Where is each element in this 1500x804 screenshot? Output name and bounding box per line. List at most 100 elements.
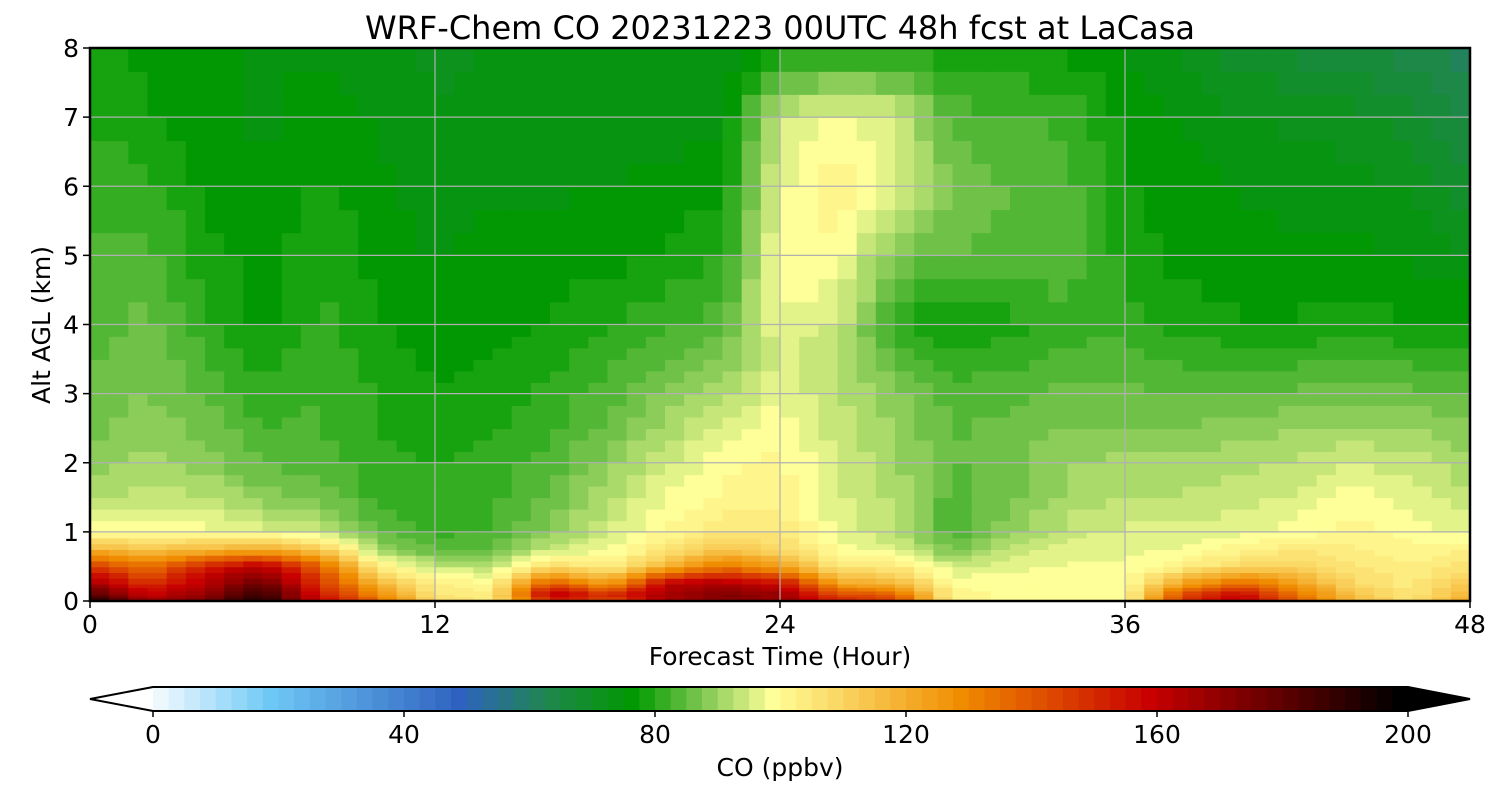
contour-cell (415, 301, 436, 326)
contour-cell (1163, 596, 1184, 600)
contour-cell (320, 71, 340, 95)
contour-cell (780, 163, 800, 188)
contour-cell (415, 474, 436, 487)
contour-cell (703, 583, 724, 588)
contour-cell (1335, 278, 1356, 303)
contour-cell (1010, 428, 1030, 441)
contour-cell (205, 596, 225, 600)
contour-cell (933, 554, 954, 562)
contour-cell (185, 71, 206, 95)
contour-cell (185, 462, 206, 476)
contour-cell (626, 255, 647, 280)
contour-cell (147, 583, 168, 588)
contour-cell (684, 416, 705, 429)
contour-cell (1182, 451, 1203, 464)
contour-cell (780, 71, 800, 95)
contour-cell (128, 382, 149, 395)
contour-cell (1297, 560, 1318, 568)
contour-cell (473, 451, 494, 464)
contour-cell (243, 359, 264, 372)
contour-cell (722, 572, 743, 579)
contour-cell (435, 370, 455, 383)
contour-cell (780, 117, 800, 141)
contour-cell (492, 186, 513, 211)
contour-cell (377, 596, 398, 600)
contour-cell (243, 232, 264, 257)
contour-cell (1010, 560, 1030, 568)
contour-cell (1144, 596, 1165, 600)
contour-cell (128, 583, 149, 588)
contour-cell (511, 393, 532, 406)
contour-cell (147, 336, 168, 349)
contour-cell (262, 428, 283, 441)
contour-cell (511, 439, 532, 453)
contour-cell (626, 209, 647, 234)
contour-cell (109, 520, 130, 533)
contour-cell (626, 359, 647, 372)
contour-cell (626, 278, 647, 303)
contour-cell (569, 209, 590, 234)
contour-cell (550, 255, 570, 280)
contour-cell (856, 278, 877, 303)
contour-cell (1393, 336, 1414, 349)
contour-cell (1355, 583, 1375, 588)
contour-cell (665, 549, 685, 556)
contour-cell (1163, 393, 1184, 406)
contour-cell (1125, 439, 1145, 453)
contour-cell (837, 71, 858, 95)
contour-cell (914, 577, 935, 585)
contour-cell (1010, 255, 1030, 280)
contour-cell (281, 232, 302, 257)
contour-cell (320, 255, 340, 280)
contour-cell (1144, 497, 1165, 510)
contour-cell (262, 474, 283, 487)
contour-cell (971, 508, 992, 522)
colorbar-segment (623, 687, 640, 711)
contour-cell (1374, 560, 1395, 568)
contour-cell (607, 439, 628, 453)
contour-cell (837, 382, 858, 395)
contour-cell (684, 255, 705, 280)
contour-cell (1163, 587, 1184, 592)
contour-cell (1048, 117, 1069, 141)
contour-cell (1316, 117, 1337, 141)
contour-cell (1201, 474, 1222, 487)
contour-cell (281, 590, 302, 595)
contour-cell (1201, 549, 1222, 556)
contour-cell (741, 255, 762, 280)
contour-cell (205, 508, 225, 522)
contour-cell (1125, 324, 1145, 337)
contour-cell (1297, 140, 1318, 165)
contour-cell (1182, 497, 1203, 510)
contour-cell (185, 485, 206, 499)
contour-cell (205, 520, 225, 533)
contour-cell (780, 474, 800, 487)
contour-cell (856, 232, 877, 257)
contour-cell (1086, 428, 1107, 441)
contour-cell (1355, 347, 1375, 360)
contour-cell (1316, 163, 1337, 188)
contour-cell (320, 531, 340, 539)
contour-cell (1335, 163, 1356, 188)
contour-cell (971, 359, 992, 372)
contour-cell (1278, 439, 1299, 453)
contour-cell (1412, 594, 1433, 598)
contour-cell (90, 393, 110, 406)
contour-cell (90, 117, 110, 141)
contour-cell (895, 48, 915, 72)
contour-cell (703, 520, 724, 533)
contour-cell (530, 583, 551, 588)
contour-cell (1144, 186, 1165, 211)
contour-cell (243, 566, 264, 573)
contour-cell (1220, 336, 1241, 349)
contour-cell (1163, 428, 1184, 441)
contour-cell (1278, 543, 1299, 550)
contour-cell (377, 474, 398, 487)
contour-cell (1355, 543, 1375, 550)
contour-cell (914, 474, 935, 487)
contour-cell (1125, 572, 1145, 579)
contour-cell (1355, 566, 1375, 573)
contour-cell (607, 549, 628, 556)
contour-cell (281, 428, 302, 441)
contour-cell (530, 554, 551, 562)
